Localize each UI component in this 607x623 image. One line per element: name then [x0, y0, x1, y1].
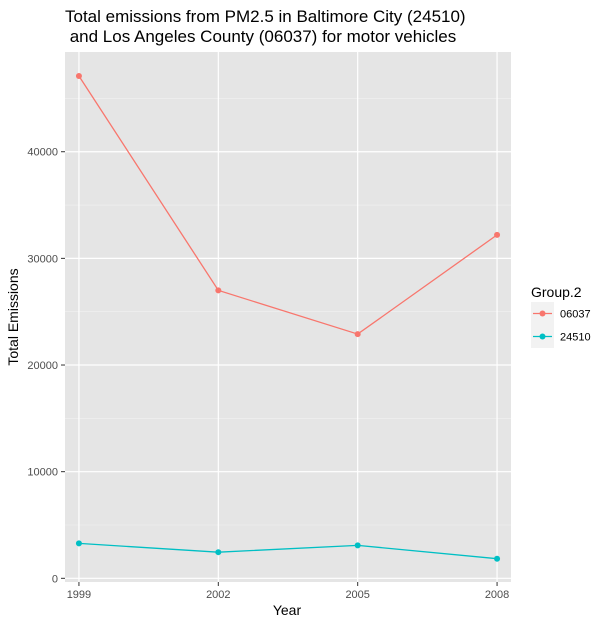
grid [65, 52, 511, 582]
y-tick-label: 20000 [27, 360, 58, 372]
x-tick-label: 2008 [485, 589, 509, 601]
x-tick-label: 1999 [67, 589, 91, 601]
legend-key-point-06037 [539, 310, 546, 317]
y-tick-label: 40000 [27, 147, 58, 159]
x-tick-label: 2002 [206, 589, 230, 601]
x-axis: 1999 2002 2005 2008 [67, 582, 509, 601]
data-point-24510-2005 [354, 542, 361, 549]
legend-label-06037: 06037 [560, 309, 591, 321]
data-point-24510-1999 [75, 540, 82, 547]
series-points [75, 72, 501, 562]
y-tick-label: 30000 [27, 253, 58, 265]
data-point-06037-2002 [215, 287, 222, 294]
data-point-24510-2002 [215, 549, 222, 556]
chart-title-line1: Total emissions from PM2.5 in Baltimore … [65, 7, 466, 26]
plot-panel [65, 52, 511, 582]
legend-title: Group.2 [531, 284, 582, 300]
y-axis: 0 10000 20000 30000 40000 [27, 147, 65, 585]
y-axis-title: Total Emissions [5, 268, 21, 365]
y-tick-label: 0 [52, 573, 58, 585]
y-tick-label: 10000 [27, 467, 58, 479]
data-point-06037-2008 [494, 231, 501, 238]
chart-title-line2: and Los Angeles County (06037) for motor… [65, 27, 456, 46]
legend-key-point-24510 [539, 333, 546, 340]
x-tick-label: 2005 [345, 589, 369, 601]
series-line-24510 [78, 542, 498, 560]
x-axis-title: Year [273, 602, 302, 618]
data-point-24510-2008 [494, 555, 501, 562]
series-lines [78, 75, 498, 560]
legend: Group.2 06037 24510 [531, 284, 591, 348]
data-point-06037-1999 [75, 72, 82, 79]
series-line-06037 [78, 75, 498, 335]
data-point-06037-2005 [354, 331, 361, 338]
legend-label-24510: 24510 [560, 332, 591, 344]
